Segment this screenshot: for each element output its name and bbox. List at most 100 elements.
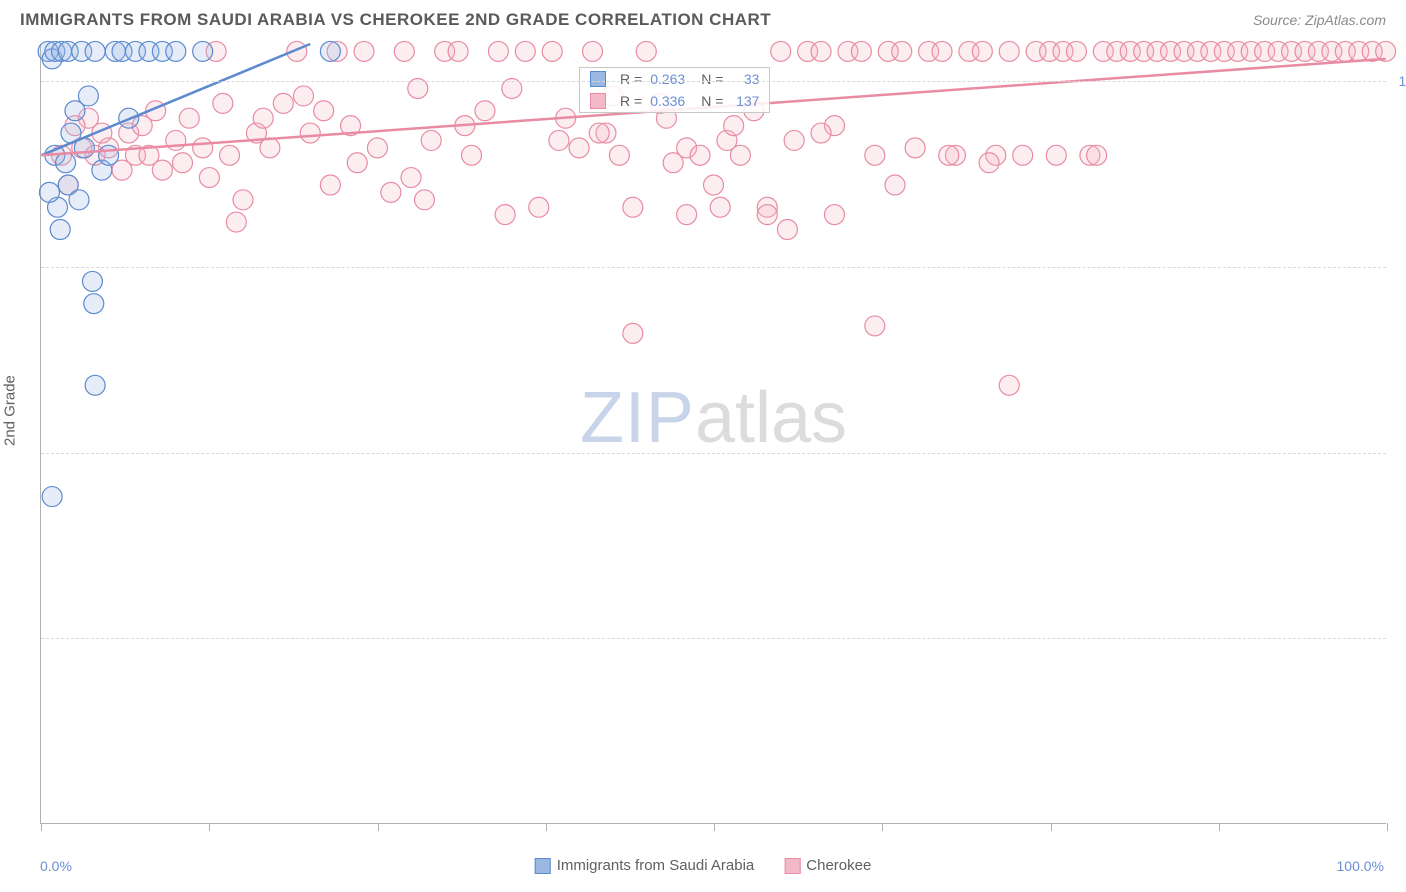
scatter-point: [273, 93, 293, 113]
scatter-point: [314, 101, 334, 121]
y-axis-title: 2nd Grade: [2, 375, 19, 446]
scatter-svg: [41, 44, 1386, 823]
scatter-point: [677, 205, 697, 225]
scatter-point: [220, 145, 240, 165]
r-label: R =: [620, 71, 642, 87]
scatter-point: [367, 138, 387, 158]
scatter-point: [905, 138, 925, 158]
scatter-point: [979, 153, 999, 173]
gridline: [41, 638, 1386, 639]
gridline: [41, 81, 1386, 82]
x-tick: [1387, 823, 1388, 831]
scatter-point: [939, 145, 959, 165]
scatter-point: [179, 108, 199, 128]
scatter-point: [583, 41, 603, 61]
scatter-point: [529, 197, 549, 217]
scatter-point: [771, 41, 791, 61]
scatter-point: [166, 41, 186, 61]
scatter-point: [515, 41, 535, 61]
scatter-point: [589, 123, 609, 143]
scatter-point: [609, 145, 629, 165]
scatter-point: [724, 116, 744, 136]
scatter-point: [39, 182, 59, 202]
source-label: Source: ZipAtlas.com: [1253, 12, 1386, 28]
scatter-point: [784, 130, 804, 150]
x-tick: [1219, 823, 1220, 831]
x-tick: [1051, 823, 1052, 831]
n-label: N =: [701, 71, 723, 87]
legend-label: Immigrants from Saudi Arabia: [557, 857, 755, 874]
scatter-point: [824, 205, 844, 225]
x-tick: [41, 823, 42, 831]
scatter-point: [99, 145, 119, 165]
legend-item: Cherokee: [784, 857, 871, 874]
scatter-point: [421, 130, 441, 150]
scatter-point: [704, 175, 724, 195]
scatter-point: [623, 323, 643, 343]
x-tick: [882, 823, 883, 831]
chart-header: IMMIGRANTS FROM SAUDI ARABIA VS CHEROKEE…: [0, 0, 1406, 36]
scatter-point: [865, 145, 885, 165]
scatter-point: [320, 41, 340, 61]
scatter-point: [354, 41, 374, 61]
gridline: [41, 453, 1386, 454]
chart-title: IMMIGRANTS FROM SAUDI ARABIA VS CHEROKEE…: [20, 10, 771, 30]
scatter-point: [972, 41, 992, 61]
scatter-point: [294, 86, 314, 106]
scatter-point: [448, 41, 468, 61]
scatter-point: [892, 41, 912, 61]
scatter-point: [226, 212, 246, 232]
scatter-point: [78, 86, 98, 106]
scatter-point: [414, 190, 434, 210]
scatter-point: [85, 41, 105, 61]
scatter-point: [42, 487, 62, 507]
legend-swatch: [590, 71, 606, 87]
scatter-point: [85, 375, 105, 395]
legend-swatch: [590, 93, 606, 109]
scatter-point: [932, 41, 952, 61]
scatter-point: [152, 160, 172, 180]
scatter-point: [865, 316, 885, 336]
r-value: 0.336: [650, 93, 685, 109]
scatter-point: [999, 375, 1019, 395]
x-tick: [209, 823, 210, 831]
n-value: 137: [731, 93, 759, 109]
scatter-point: [811, 41, 831, 61]
scatter-point: [347, 153, 367, 173]
scatter-point: [757, 205, 777, 225]
scatter-point: [549, 130, 569, 150]
scatter-point: [1066, 41, 1086, 61]
scatter-point: [82, 271, 102, 291]
scatter-point: [213, 93, 233, 113]
scatter-point: [475, 101, 495, 121]
scatter-point: [193, 138, 213, 158]
scatter-point: [462, 145, 482, 165]
n-value: 33: [731, 71, 759, 87]
scatter-point: [50, 219, 70, 239]
scatter-point: [710, 197, 730, 217]
scatter-point: [320, 175, 340, 195]
scatter-point: [811, 123, 831, 143]
scatter-point: [730, 145, 750, 165]
scatter-point: [999, 41, 1019, 61]
scatter-point: [488, 41, 508, 61]
legend-swatch: [784, 858, 800, 874]
scatter-point: [1087, 145, 1107, 165]
y-tick-label: 100.0%: [1399, 73, 1406, 89]
scatter-point: [233, 190, 253, 210]
scatter-point: [636, 41, 656, 61]
scatter-point: [690, 145, 710, 165]
scatter-point: [1046, 145, 1066, 165]
x-axis-label-max: 100.0%: [1337, 858, 1384, 874]
scatter-point: [885, 175, 905, 195]
legend-row: R =0.336N =137: [580, 90, 769, 112]
x-tick: [546, 823, 547, 831]
r-label: R =: [620, 93, 642, 109]
gridline: [41, 267, 1386, 268]
scatter-point: [253, 108, 273, 128]
scatter-point: [381, 182, 401, 202]
scatter-point: [173, 153, 193, 173]
scatter-point: [300, 123, 320, 143]
scatter-point: [569, 138, 589, 158]
scatter-point: [495, 205, 515, 225]
